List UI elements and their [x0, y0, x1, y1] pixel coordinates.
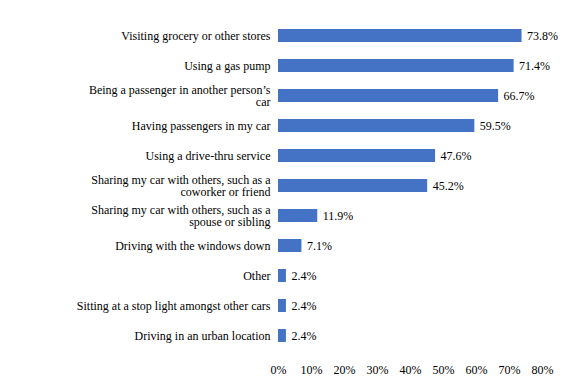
svg-text:Using a drive-thru service: Using a drive-thru service — [146, 149, 271, 163]
svg-text:Sitting at a stop light amongs: Sitting at a stop light amongst other ca… — [77, 299, 271, 313]
svg-text:66.7%: 66.7% — [504, 89, 535, 103]
svg-text:Visiting grocery or other stor: Visiting grocery or other stores — [121, 29, 271, 43]
svg-text:Driving in an urban location: Driving in an urban location — [135, 329, 271, 343]
svg-text:Sharing my car with others, su: Sharing my car with others, such as acow… — [91, 173, 271, 199]
svg-text:45.2%: 45.2% — [433, 179, 464, 193]
svg-text:60%: 60% — [466, 363, 488, 377]
svg-text:59.5%: 59.5% — [480, 119, 511, 133]
svg-text:Having passengers in my car: Having passengers in my car — [132, 119, 271, 133]
svg-text:50%: 50% — [433, 363, 455, 377]
svg-text:71.4%: 71.4% — [519, 59, 550, 73]
svg-text:30%: 30% — [367, 363, 389, 377]
svg-text:10%: 10% — [301, 363, 323, 377]
svg-text:80%: 80% — [532, 363, 554, 377]
svg-text:Using a gas pump: Using a gas pump — [184, 59, 270, 73]
svg-text:70%: 70% — [499, 363, 521, 377]
svg-text:Being a passenger in another p: Being a passenger in another person’scar — [89, 83, 271, 109]
svg-text:20%: 20% — [334, 363, 356, 377]
svg-text:2.4%: 2.4% — [291, 299, 316, 313]
svg-text:73.8%: 73.8% — [527, 29, 558, 43]
svg-text:7.1%: 7.1% — [307, 239, 332, 253]
svg-text:Sharing my car with others, su: Sharing my car with others, such as aspo… — [91, 203, 271, 229]
svg-text:2.4%: 2.4% — [291, 269, 316, 283]
svg-text:Driving with the windows down: Driving with the windows down — [115, 239, 270, 253]
svg-text:47.6%: 47.6% — [441, 149, 472, 163]
svg-text:0%: 0% — [271, 363, 287, 377]
svg-text:Other: Other — [243, 269, 270, 283]
svg-text:40%: 40% — [400, 363, 422, 377]
svg-text:2.4%: 2.4% — [291, 329, 316, 343]
svg-text:11.9%: 11.9% — [323, 209, 354, 223]
